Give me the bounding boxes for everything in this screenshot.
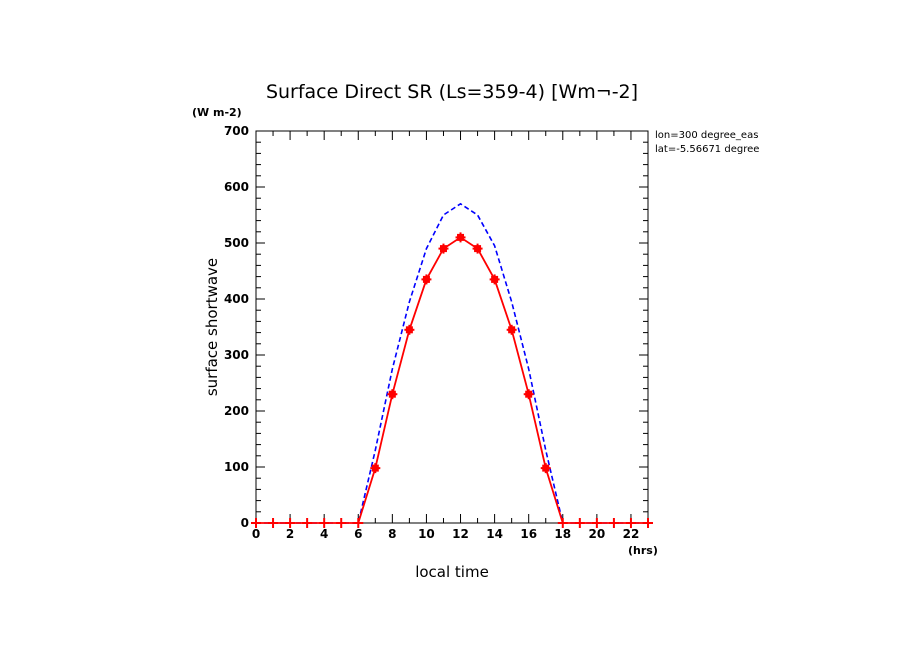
data-point [319,518,330,528]
x-tick-label: 14 [486,527,503,541]
x-tick-label: 4 [320,527,328,541]
data-point [268,518,279,528]
x-tick-label: 8 [388,527,396,541]
data-point [455,232,466,243]
x-tick-label: 22 [623,527,640,541]
x-tick-label: 6 [354,527,362,541]
data-point [353,518,364,528]
data-point [387,389,398,400]
x-tick-label: 16 [520,527,537,541]
y-tick-label: 500 [224,236,249,250]
x-tick-label: 20 [589,527,606,541]
data-point [489,274,500,285]
x-tick-label: 2 [286,527,294,541]
data-point [625,518,636,528]
data-point [336,518,347,528]
data-point [643,518,653,528]
y-tick-label: 200 [224,404,249,418]
plot-frame [255,130,649,524]
chart-title: Surface Direct SR (Ls=359-4) [Wm¬-2] [266,81,638,103]
y-tick-label: 300 [224,348,249,362]
data-point [557,518,568,528]
x-axis-label: local time [415,563,489,581]
y-tick-label: 700 [224,124,249,138]
data-point [472,243,483,254]
data-point [302,518,313,528]
series-line-dashed [256,202,648,524]
data-point [421,274,432,285]
y-tick-label: 0 [241,516,249,530]
data-point [540,463,551,474]
x-tick-label: 18 [554,527,571,541]
y-axis-label: surface shortwave [203,258,221,396]
data-point [404,324,415,335]
data-point [370,463,381,474]
data-point [523,389,534,400]
data-point [608,518,619,528]
info-lat: lat=-5.56671 degree [655,144,759,155]
x-unit-label: (hrs) [628,544,658,557]
y-unit-label: (W m-2) [192,106,242,119]
x-tick-label: 10 [418,527,435,541]
series-line-solid [256,236,648,524]
x-tick-label: 12 [452,527,469,541]
y-tick-label: 100 [224,460,249,474]
data-point [285,518,296,528]
data-point [438,243,449,254]
data-point [251,518,261,528]
data-point [574,518,585,528]
x-tick-label: 0 [252,527,260,541]
y-tick-label: 400 [224,292,249,306]
y-tick-label: 600 [224,180,249,194]
data-point [591,518,602,528]
info-lon: lon=300 degree_eas [655,130,758,141]
data-point [506,324,517,335]
